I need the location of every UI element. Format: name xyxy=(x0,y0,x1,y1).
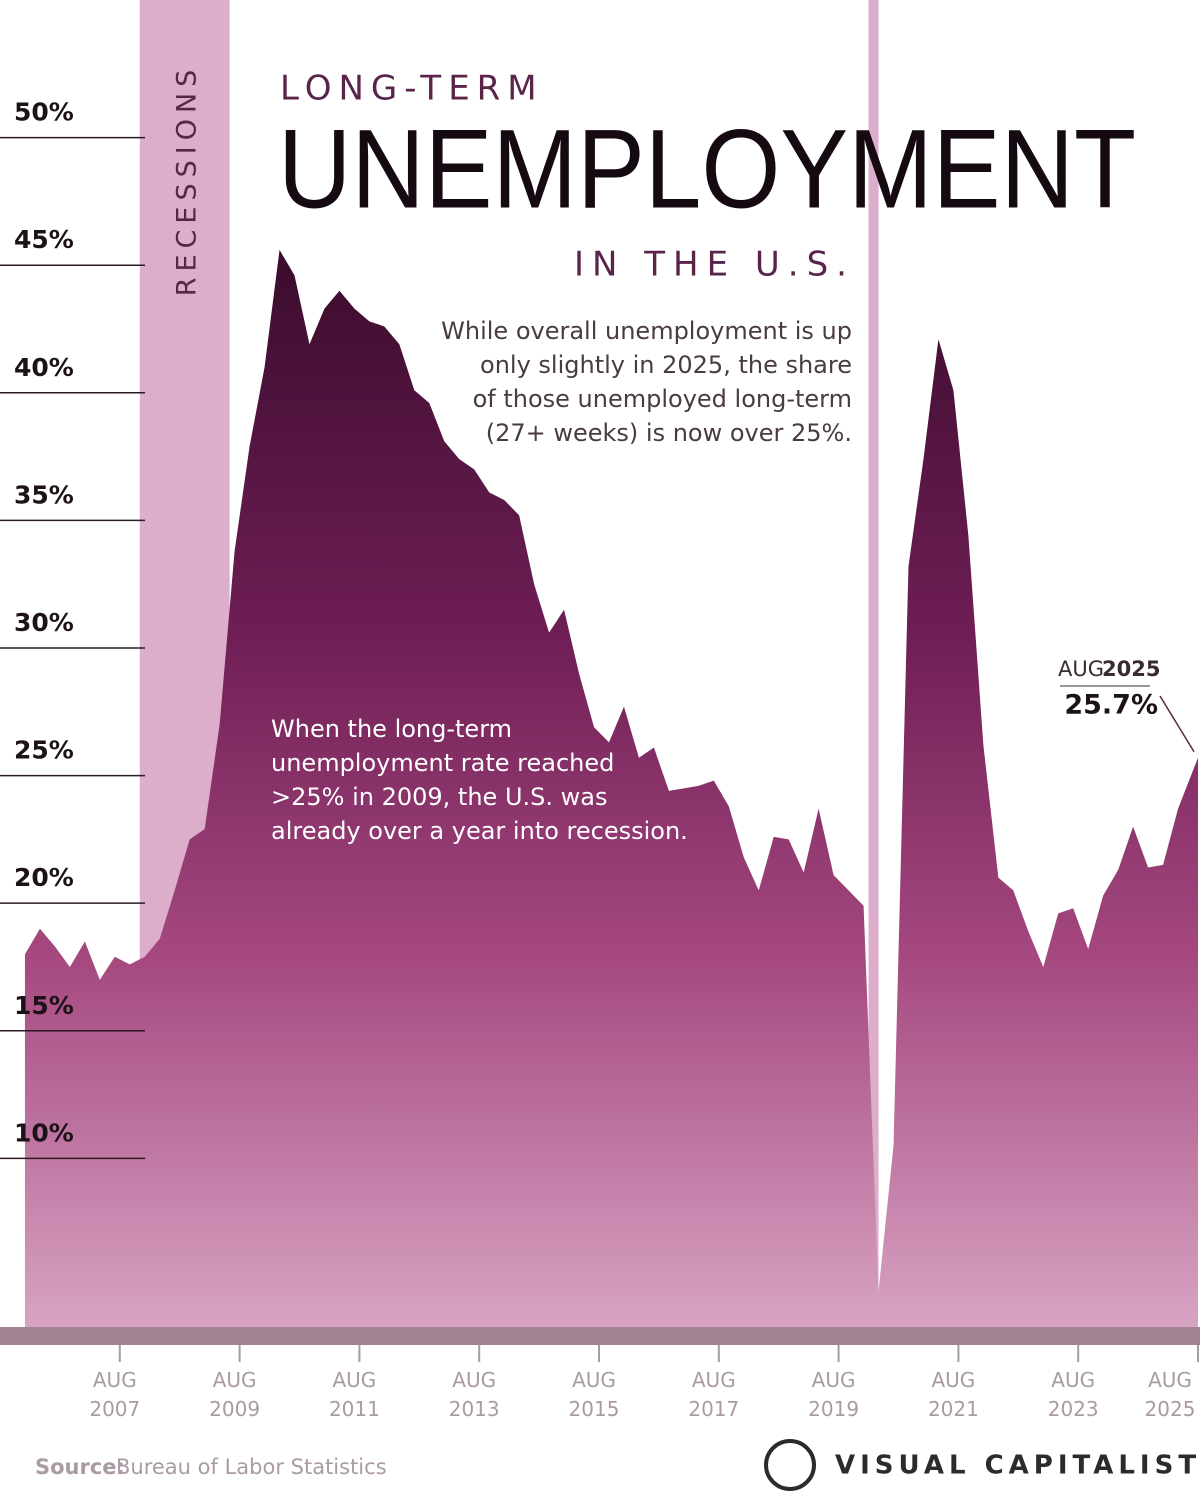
x-tick-label: AUG 2009 xyxy=(209,1368,261,1421)
x-tick-label: AUG 2023 xyxy=(1047,1368,1099,1421)
annotation-line: When the long-term xyxy=(271,715,512,743)
area xyxy=(24,249,1198,1338)
y-tick-label: 30% xyxy=(14,608,74,637)
x-tick-label: AUG 2025 xyxy=(1144,1368,1196,1421)
y-tick-label: 45% xyxy=(14,225,74,254)
x-tick-label: AUG 2007 xyxy=(89,1368,141,1421)
end-year: 2025 xyxy=(1102,657,1160,681)
annotation-line: >25% in 2009, the U.S. was xyxy=(271,783,607,811)
annotation-line: unemployment rate reached xyxy=(271,749,614,777)
brand: VISUAL CAPITALIST xyxy=(835,1451,1200,1481)
area-layer xyxy=(24,249,1198,1338)
description-line: While overall unemployment is up xyxy=(441,317,852,345)
title-bottom: IN THE U.S. xyxy=(574,245,855,285)
brand-logo xyxy=(764,1439,816,1491)
x-tick-label: AUG 2019 xyxy=(808,1368,860,1421)
y-tick-label: 25% xyxy=(14,736,74,765)
y-tick-label: 40% xyxy=(14,353,74,382)
baseline xyxy=(0,1327,1200,1345)
y-tick-label: 10% xyxy=(14,1118,74,1147)
source-label: Source: xyxy=(35,1455,125,1479)
source: Bureau of Labor Statistics xyxy=(116,1455,387,1479)
x-tick-label: AUG 2011 xyxy=(328,1368,380,1421)
title: UNEMPLOYMENT xyxy=(278,107,1136,232)
y-tick-label: 35% xyxy=(14,480,74,509)
y-axis: 10% 15% 20% 25% 30% 35% 40% 45% 50% xyxy=(0,98,145,1160)
y-tick-label: 50% xyxy=(14,98,74,127)
end-value-label: 25.7% xyxy=(1064,690,1158,721)
description-line: only slightly in 2025, the share xyxy=(480,351,852,379)
x-tick-label: AUG 2017 xyxy=(688,1368,740,1421)
y-tick-label: 20% xyxy=(14,863,74,892)
description-line: (27+ weeks) is now over 25%. xyxy=(486,419,852,447)
recession-label: RECESSIONS xyxy=(172,64,203,297)
title-top: LONG-TERM xyxy=(280,69,544,109)
annotation: When the long-term unemployment rate reac… xyxy=(271,715,688,845)
end-month: AUG xyxy=(1058,657,1104,681)
x-tick-label: AUG 2021 xyxy=(927,1368,979,1421)
x-axis xyxy=(118,1345,1199,1362)
x-tick-label: AUG 2013 xyxy=(448,1368,500,1421)
x-tick-label: AUG 2015 xyxy=(568,1368,620,1421)
annotation-line: already over a year into recession. xyxy=(271,817,688,845)
y-tick-label: 15% xyxy=(14,991,74,1020)
description: While overall unemployment is up only sli… xyxy=(441,317,852,447)
recession-band xyxy=(868,0,879,1327)
description-line: of those unemployed long-term xyxy=(473,385,852,413)
callout-arrow xyxy=(1159,695,1195,753)
